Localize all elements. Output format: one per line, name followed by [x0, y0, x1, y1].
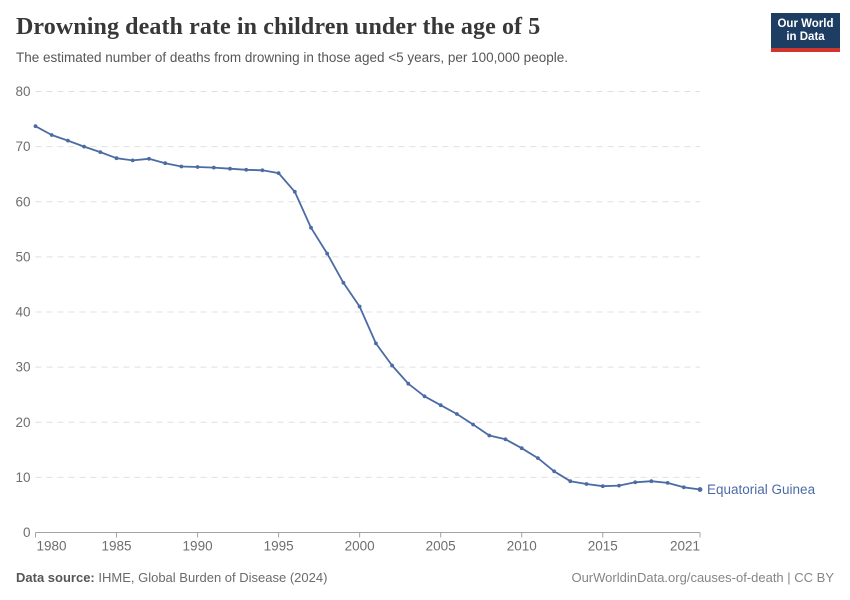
data-point[interactable] [406, 381, 411, 386]
y-tick-label: 80 [15, 84, 30, 99]
data-point[interactable] [422, 394, 427, 399]
data-point[interactable] [211, 165, 216, 170]
data-point[interactable] [438, 403, 443, 408]
chart-footer: Data source: IHME, Global Burden of Dise… [0, 560, 850, 600]
logo-line-2: in Data [786, 31, 825, 43]
y-tick-label: 50 [15, 249, 30, 264]
y-tick-label: 20 [15, 415, 30, 430]
data-point[interactable] [519, 446, 524, 451]
series-end-label[interactable]: Equatorial Guinea [707, 482, 816, 497]
x-tick-label: 1980 [37, 539, 67, 554]
data-point[interactable] [374, 341, 378, 346]
data-point[interactable] [33, 124, 38, 129]
data-point[interactable] [600, 484, 605, 489]
data-point[interactable] [568, 479, 573, 484]
data-point[interactable] [49, 133, 54, 137]
data-point[interactable] [536, 456, 540, 460]
data-source: Data source: IHME, Global Burden of Dise… [16, 570, 327, 585]
data-point[interactable] [82, 144, 86, 149]
trend-line[interactable] [34, 125, 701, 491]
data-point[interactable] [325, 251, 330, 256]
data-point[interactable] [503, 437, 508, 442]
y-tick-label: 30 [15, 360, 30, 375]
data-point[interactable] [455, 412, 459, 416]
data-point[interactable] [260, 168, 265, 173]
x-tick-label: 2021 [670, 539, 700, 554]
y-tick-label: 60 [15, 194, 30, 209]
data-point[interactable] [487, 433, 492, 438]
x-tick-label: 1995 [264, 539, 294, 554]
data-source-label: Data source: [16, 570, 95, 585]
data-point[interactable] [66, 138, 70, 143]
data-point[interactable] [357, 304, 362, 309]
x-tick-label: 2005 [426, 539, 456, 554]
data-point[interactable] [195, 165, 200, 169]
data-point[interactable] [130, 158, 135, 163]
data-point[interactable] [179, 164, 184, 169]
data-point[interactable] [147, 156, 151, 161]
data-point[interactable] [341, 280, 346, 285]
logo-line-1: Our World [777, 18, 834, 30]
data-point[interactable] [649, 479, 654, 484]
data-point[interactable] [665, 481, 670, 485]
data-point[interactable] [309, 225, 313, 230]
y-tick-label: 0 [23, 525, 31, 540]
y-tick-label: 40 [15, 305, 30, 320]
data-point[interactable] [114, 156, 119, 161]
data-point[interactable] [617, 483, 621, 488]
page-title: Drowning death rate in children under th… [16, 14, 541, 40]
chart-subtitle: The estimated number of deaths from drow… [16, 50, 568, 65]
data-point[interactable] [697, 487, 703, 492]
data-point[interactable] [163, 161, 168, 166]
x-tick-label: 1990 [183, 539, 213, 554]
data-point[interactable] [633, 480, 638, 485]
x-tick-label: 2015 [588, 539, 618, 554]
data-source-text: IHME, Global Burden of Disease (2024) [94, 570, 328, 585]
y-tick-label: 70 [15, 139, 30, 154]
data-point[interactable] [681, 485, 686, 490]
chart-header: Drowning death rate in children under th… [0, 0, 850, 80]
data-point[interactable] [276, 171, 281, 175]
x-tick-label: 2010 [507, 539, 537, 554]
data-point[interactable] [98, 150, 103, 154]
x-tick-label: 1985 [102, 539, 132, 554]
y-tick-label: 10 [15, 470, 30, 485]
data-point[interactable] [471, 422, 475, 427]
data-point[interactable] [244, 167, 249, 172]
data-point[interactable] [228, 166, 232, 171]
x-tick-label: 2000 [345, 539, 375, 554]
credit-link[interactable]: OurWorldinData.org/causes-of-death | CC … [571, 570, 834, 585]
data-point[interactable] [292, 189, 297, 194]
data-point[interactable] [390, 363, 394, 368]
data-point[interactable] [584, 482, 589, 486]
line-chart-svg: 0 10 20 30 40 50 60 70 80 1980 1985 1990 1995 2000 200… [15, 84, 816, 554]
data-point[interactable] [552, 469, 556, 474]
owid-logo[interactable]: Our World in Data [771, 13, 840, 52]
chart-area: 0 10 20 30 40 50 60 70 80 1980 1985 1990 1995 2000 200… [0, 80, 850, 560]
